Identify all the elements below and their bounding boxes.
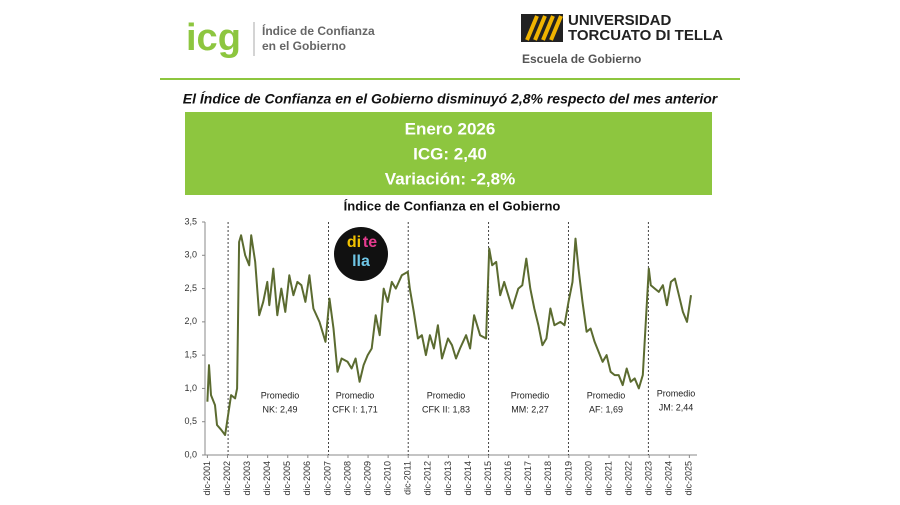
chart-title: Índice de Confianza en el Gobierno: [344, 198, 561, 213]
x-tick-label: dic-2024: [664, 461, 674, 496]
period-average: JM: 2,44: [659, 402, 694, 412]
school-name: Escuela de Gobierno: [522, 52, 641, 66]
period-average: CFK I: 1,71: [332, 404, 378, 414]
x-tick-label: dic-2013: [443, 461, 453, 496]
period-average: Promedio: [657, 388, 696, 398]
headline: El Índice de Confianza en el Gobierno di…: [183, 91, 719, 107]
y-tick-label: 0,5: [184, 416, 197, 426]
x-tick-label: dic-2020: [583, 461, 593, 496]
badge-text: di: [347, 234, 361, 251]
period-average: Promedio: [587, 390, 626, 400]
index-line: [206, 234, 692, 436]
y-tick-label: 3,0: [184, 250, 197, 260]
x-tick-label: dic-2006: [302, 461, 312, 496]
x-tick-label: dic-2012: [423, 461, 433, 496]
x-tick-label: dic-2009: [362, 461, 372, 496]
period-average: Promedio: [336, 390, 375, 400]
x-tick-label: dic-2018: [543, 461, 553, 496]
x-tick-label: dic-2019: [563, 461, 573, 496]
x-tick-label: dic-2007: [322, 461, 332, 496]
x-tick-label: dic-2021: [603, 461, 613, 496]
y-tick-label: 1,5: [184, 350, 197, 360]
x-tick-label: dic-2005: [282, 461, 292, 496]
x-tick-label: dic-2023: [644, 461, 654, 496]
summary-line: ICG: 2,40: [413, 144, 487, 163]
logo-line: en el Gobierno: [262, 39, 346, 53]
icg-logo: icg: [186, 17, 241, 59]
x-tick-label: dic-2010: [383, 461, 393, 496]
x-tick-label: dic-2003: [242, 461, 252, 496]
period-average: CFK II: 1,83: [422, 404, 470, 414]
badge-text: te: [363, 234, 377, 251]
summary-box: [185, 112, 712, 195]
logo-line: Índice de Confianza: [262, 23, 375, 38]
period-average: Promedio: [261, 390, 300, 400]
x-tick-label: dic-2004: [262, 461, 272, 496]
x-tick-label: dic-2014: [463, 461, 473, 496]
x-tick-label: dic-2011: [403, 461, 413, 495]
y-tick-label: 0,0: [184, 449, 197, 459]
x-tick-label: dic-2016: [503, 461, 513, 496]
x-tick-label: dic-2025: [684, 461, 694, 496]
x-tick-label: dic-2015: [483, 461, 493, 496]
summary-line: Variación: -2,8%: [385, 169, 515, 188]
y-tick-label: 2,0: [184, 316, 197, 326]
period-average: NK: 2,49: [262, 404, 297, 414]
period-average: MM: 2,27: [511, 404, 549, 414]
badge-text: lla: [352, 253, 370, 270]
x-tick-label: dic-2001: [202, 461, 212, 496]
x-tick-label: dic-2017: [523, 461, 533, 496]
university-name: UNIVERSIDAD: [568, 12, 672, 29]
y-tick-label: 1,0: [184, 383, 197, 393]
period-average: Promedio: [427, 390, 466, 400]
y-tick-label: 2,5: [184, 283, 197, 293]
x-tick-label: dic-2002: [222, 461, 232, 496]
utdt-emblem: [521, 14, 563, 42]
ditella-badge: [334, 227, 388, 281]
period-average: AF: 1,69: [589, 404, 623, 414]
y-tick-label: 3,5: [184, 216, 197, 226]
period-average: Promedio: [511, 390, 550, 400]
x-tick-label: dic-2022: [623, 461, 633, 496]
summary-line: Enero 2026: [405, 119, 496, 138]
x-tick-label: dic-2008: [342, 461, 352, 496]
university-name: TORCUATO DI TELLA: [568, 27, 723, 44]
